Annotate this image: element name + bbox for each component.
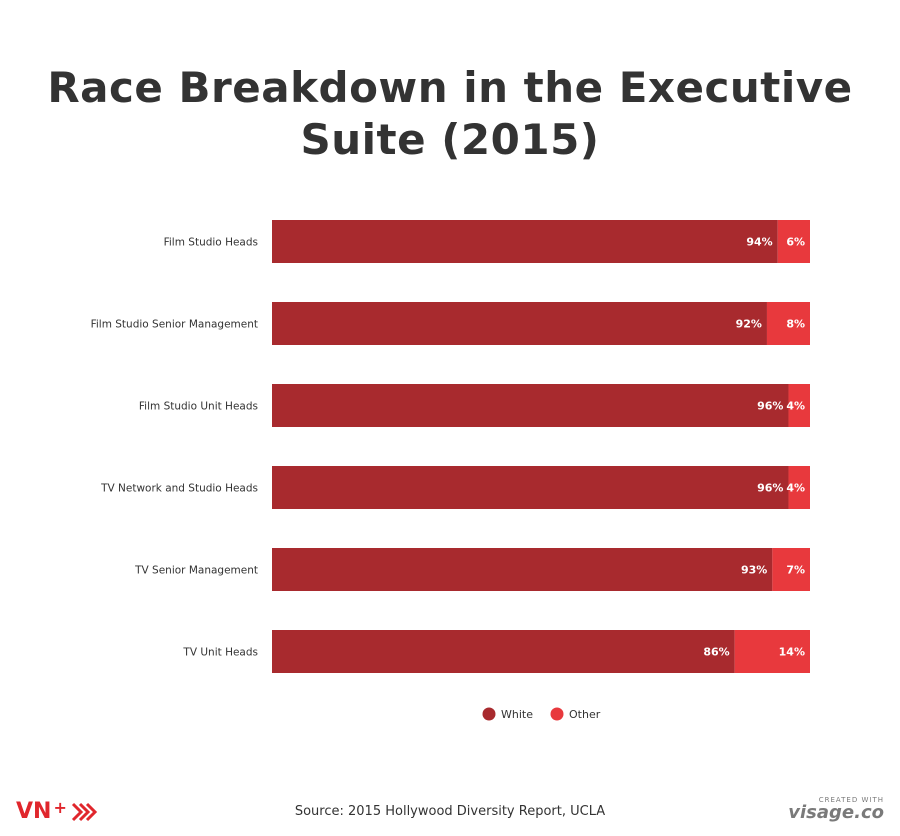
bar-segment-other (777, 220, 810, 263)
data-label-other: 7% (786, 564, 805, 577)
vn-logo-plus: + (53, 797, 67, 817)
bar-segment-other (788, 384, 810, 427)
bar-segment-white (272, 220, 778, 263)
chevrons-icon (71, 802, 97, 822)
bar-segment-white (272, 548, 773, 591)
data-label-other: 6% (786, 236, 805, 249)
bar-segment-white (272, 384, 789, 427)
category-label: TV Unit Heads (182, 647, 258, 659)
data-label-white: 96% (757, 400, 783, 413)
visage-logo: CREATED WITH visage.co (788, 796, 884, 822)
data-label-white: 93% (741, 564, 767, 577)
chart-title-line-2: Suite (2015) (300, 115, 600, 164)
chart-title: Race Breakdown in the Executive Suite (2… (0, 62, 900, 166)
source-note: Source: 2015 Hollywood Diversity Report,… (294, 804, 606, 819)
chart-title-line-1: Race Breakdown in the Executive (47, 63, 853, 112)
category-label: TV Network and Studio Heads (100, 483, 258, 495)
bar-segment-white (272, 466, 789, 509)
data-label-other: 4% (786, 400, 805, 413)
data-label-white: 86% (703, 646, 729, 659)
data-label-other: 4% (786, 482, 805, 495)
data-label-white: 94% (746, 236, 772, 249)
bar-segment-other (772, 548, 810, 591)
legend-label-white: White (501, 708, 533, 721)
data-label-other: 14% (779, 646, 805, 659)
bar-segment-other (788, 466, 810, 509)
legend-swatch-white (482, 707, 496, 721)
category-label: TV Senior Management (134, 565, 258, 577)
bar-segment-white (272, 630, 735, 673)
legend-label-other: Other (569, 708, 601, 721)
bar-segment-other (734, 630, 810, 673)
legend-swatch-other (550, 707, 564, 721)
visage-logo-text: visage.co (788, 802, 884, 823)
vn-logo-text: VN (16, 798, 52, 824)
bar-segment-white (272, 302, 767, 345)
data-label-other: 8% (786, 318, 805, 331)
vn-logo: VN + (16, 796, 99, 826)
data-label-white: 92% (736, 318, 762, 331)
data-label-white: 96% (757, 482, 783, 495)
category-label: Film Studio Senior Management (91, 319, 258, 331)
category-label: Film Studio Unit Heads (139, 401, 258, 413)
bar-segment-other (766, 302, 810, 345)
category-label: Film Studio Heads (164, 237, 258, 249)
visage-logo-caption: CREATED WITH (818, 796, 884, 804)
